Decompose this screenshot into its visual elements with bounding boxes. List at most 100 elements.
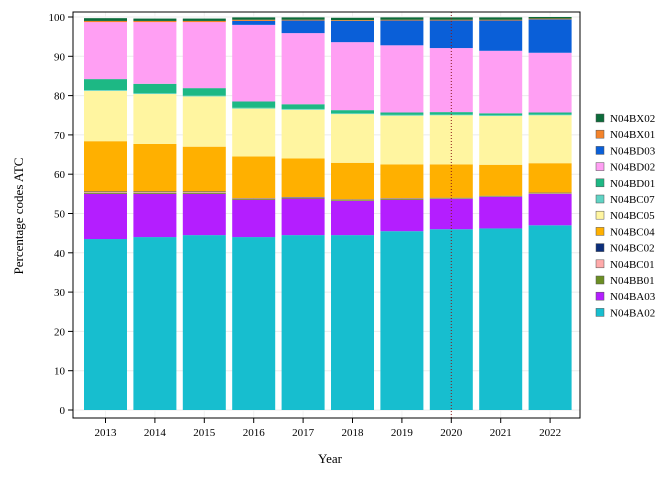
legend-label: N04BC07: [610, 194, 655, 206]
bar-segment-n04bd01-2014: [133, 83, 177, 94]
bar-segment-n04ba02-2018: [331, 235, 374, 410]
y-tick-label: 30: [54, 287, 66, 299]
bar-segment-n04bx02-2022: [528, 17, 572, 19]
bar-segment-n04bd03-2017: [281, 20, 325, 34]
legend-swatch: [595, 162, 605, 171]
bar-segment-n04bd01-2016: [232, 101, 276, 108]
y-tick-label: 20: [54, 326, 66, 338]
bars: [84, 17, 572, 410]
bar-segment-n04ba03-2016: [232, 199, 276, 238]
x-tick-label: 2019: [391, 427, 414, 439]
bar-segment-n04ba02-2014: [133, 237, 177, 410]
bar-segment-n04bd02-2016: [232, 24, 276, 102]
legend-item-n04bd02: N04BD02: [595, 162, 655, 174]
legend-swatch: [595, 275, 605, 285]
y-tick-label: 100: [49, 12, 66, 24]
y-axis-ticks: 0 10 20 30 40 50 60 70 80 90 100: [49, 12, 73, 417]
bar-segment-n04bc05-2015: [182, 96, 226, 147]
bar-segment-n04bc01-2013: [84, 191, 127, 193]
legend-label: N04BX01: [610, 129, 655, 141]
bar-segment-n04bd01-2017: [281, 104, 325, 109]
legend-item-n04bx02: N04BX02: [595, 113, 655, 125]
bar-segment-n04ba02-2017: [281, 235, 325, 410]
legend-label: N04BC05: [610, 210, 655, 222]
y-tick-label: 0: [60, 405, 66, 417]
legend-label: N04BC01: [610, 259, 655, 271]
bar-segment-n04bx02-2021: [479, 17, 523, 20]
bar-segment-n04ba02-2015: [182, 235, 226, 410]
bar-segment-n04bx01-2015: [182, 20, 226, 23]
bar-segment-n04bx01-2018: [331, 20, 374, 21]
bar-segment-n04bx02-2014: [133, 18, 177, 21]
bar-segment-n04bx02-2019: [380, 17, 424, 20]
bar-segment-n04bc05-2020: [429, 115, 473, 165]
legend-swatch: [595, 113, 605, 123]
x-tick-label: 2022: [539, 427, 561, 439]
bar-segment-n04bd03-2019: [380, 20, 424, 46]
bar-segment-n04bx01-2022: [528, 18, 572, 20]
y-tick-label: 10: [54, 366, 66, 378]
bar-segment-n04ba03-2022: [528, 193, 572, 226]
legend-item-n04bb01: N04BB01: [595, 275, 655, 287]
bar-segment-n04bc07-2018: [331, 113, 374, 115]
bar-segment-n04ba03-2013: [84, 193, 127, 240]
bar-segment-n04ba03-2014: [133, 193, 177, 238]
legend-swatch: [595, 194, 605, 204]
bar-segment-n04bc04-2015: [182, 146, 226, 192]
bar-segment-n04bb01-2016: [232, 198, 276, 200]
axes: [72, 11, 581, 419]
bar-segment-n04bd02-2020: [429, 48, 473, 113]
legend-swatch: [595, 308, 605, 317]
legend-item-n04ba02: N04BA02: [595, 307, 655, 319]
bar-segment-n04bb01-2015: [182, 192, 226, 194]
bar-segment-n04bx01-2021: [479, 19, 523, 21]
bar-segment-n04bx01-2014: [133, 20, 177, 23]
bar-segment-n04bc05-2016: [232, 108, 276, 157]
bar-segment-n04bd03-2022: [528, 19, 572, 53]
bar-segment-n04bc04-2021: [479, 164, 523, 196]
legend-label: N04BD01: [610, 178, 655, 190]
legend-item-n04bc07: N04BC07: [595, 194, 655, 206]
bar-segment-n04bx01-2020: [429, 19, 473, 21]
bar-segment-n04bc01-2015: [182, 191, 226, 193]
bar-segment-n04bb01-2017: [281, 197, 325, 199]
bar-segment-n04bc05-2021: [479, 116, 523, 165]
x-axis-ticks: 2013 2014 2015 2016 2017 2018 2019 2020 2021 2022: [95, 418, 561, 439]
bar-segment-n04bd01-2022: [528, 112, 572, 115]
bar-segment-n04bd01-2019: [380, 112, 424, 115]
y-axis-title: Percentage codes ATC: [11, 158, 26, 275]
bar-segment-n04bd02-2017: [281, 33, 325, 105]
legend-item-n04bd01: N04BD01: [595, 178, 655, 190]
bar-segment-n04bd01-2021: [479, 113, 523, 116]
bar-segment-n04bc04-2017: [281, 158, 325, 197]
bar-segment-n04bc05-2022: [528, 115, 572, 164]
x-tick-label: 2014: [144, 427, 167, 439]
bar-segment-n04bc07-2013: [84, 90, 127, 91]
x-tick-label: 2021: [490, 427, 512, 439]
legend-item-n04bc02: N04BC02: [595, 243, 655, 255]
bar-segment-n04ba02-2013: [84, 239, 127, 410]
bar-segment-n04bx02-2018: [331, 17, 374, 21]
bar-segment-n04ba02-2020: [429, 229, 473, 410]
legend-swatch: [595, 291, 605, 301]
bar-segment-n04bd01-2020: [429, 112, 473, 115]
legend-label: N04BB01: [610, 275, 655, 287]
bar-segment-n04bb01-2014: [133, 192, 177, 194]
bar-segment-n04ba03-2018: [331, 200, 374, 236]
bar-segment-n04bb01-2019: [380, 198, 424, 200]
legend-item-n04bx01: N04BX01: [595, 129, 655, 141]
legend-label: N04BD03: [610, 145, 656, 157]
bar-segment-n04ba02-2021: [479, 228, 523, 410]
bar-segment-n04bc07-2015: [182, 95, 226, 97]
bar-segment-n04ba02-2016: [232, 237, 276, 410]
x-tick-label: 2016: [243, 427, 266, 439]
bar-segment-n04bd01-2018: [331, 110, 374, 114]
legend-item-n04bc04: N04BC04: [595, 226, 655, 238]
legend-swatch: [595, 227, 605, 236]
legend-swatch: [595, 259, 605, 269]
bar-segment-n04ba03-2015: [182, 193, 226, 236]
bar-segment-n04bc04-2018: [331, 162, 374, 200]
bar-segment-n04bc04-2016: [232, 156, 276, 199]
bar-segment-n04bc04-2019: [380, 164, 424, 199]
